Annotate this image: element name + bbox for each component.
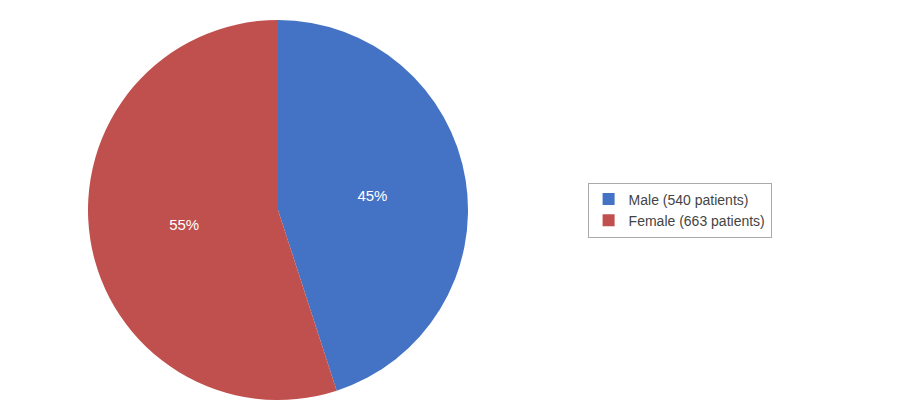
svg-text:Female (663 patients): Female (663 patients) — [629, 213, 765, 229]
svg-text:Male (540 patients): Male (540 patients) — [629, 192, 749, 208]
svg-text:45%: 45% — [357, 187, 387, 204]
svg-text:55%: 55% — [169, 216, 199, 233]
